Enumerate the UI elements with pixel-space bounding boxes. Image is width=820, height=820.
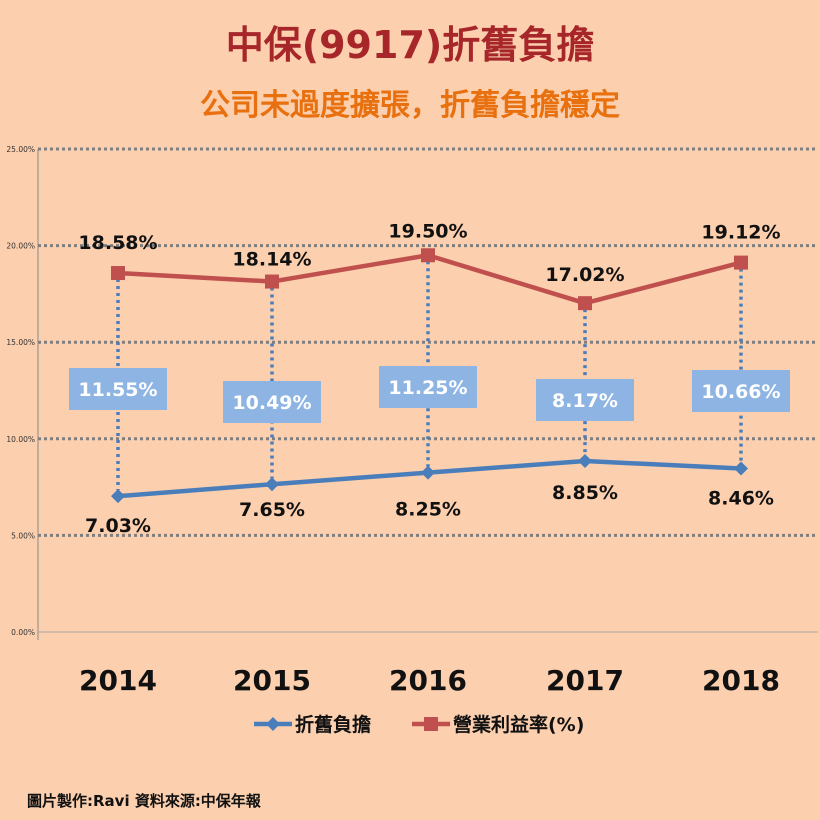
y-tick-label: 20.00% <box>6 242 35 251</box>
marker-operating-margin <box>734 255 748 270</box>
chart-subtitle: 公司未過度擴張，折舊負擔穩定 <box>200 88 620 123</box>
legend-marker-operating-margin <box>424 717 438 731</box>
marker-operating-margin <box>421 248 435 263</box>
y-tick-label: 10.00% <box>6 435 35 444</box>
ratio-label: 11.25% <box>388 377 467 399</box>
footer-credit: 圖片製作:Ravi 資料來源:中保年報 <box>27 792 261 810</box>
ratio-box <box>536 379 634 421</box>
data-label-operating-margin: 17.02% <box>545 264 624 286</box>
y-tick-label: 25.00% <box>6 145 35 154</box>
marker-operating-margin <box>111 266 125 281</box>
x-tick-label: 2018 <box>702 664 780 697</box>
x-tick-label: 2017 <box>546 664 624 697</box>
marker-depreciation <box>265 477 279 492</box>
ratio-box <box>692 370 790 412</box>
legend-label-operating-margin: 營業利益率(%) <box>453 713 584 736</box>
data-label-depreciation: 7.65% <box>239 499 305 521</box>
y-tick-label: 5.00% <box>11 531 35 540</box>
x-tick-label: 2016 <box>389 664 467 697</box>
legend-marker-depreciation <box>266 717 280 731</box>
y-tick-label: 15.00% <box>6 338 35 347</box>
ratio-box <box>379 366 477 408</box>
chart-title: 中保(9917)折舊負擔 <box>225 23 595 67</box>
ratio-label: 10.66% <box>701 381 780 403</box>
ratio-box <box>223 381 321 423</box>
ratio-label: 8.17% <box>552 390 618 412</box>
data-label-depreciation: 8.85% <box>552 482 618 504</box>
ratio-label: 10.49% <box>232 392 311 414</box>
marker-operating-margin <box>265 274 279 289</box>
data-label-operating-margin: 18.14% <box>232 249 311 271</box>
marker-depreciation <box>578 454 592 469</box>
x-tick-label: 2014 <box>79 664 157 697</box>
marker-depreciation <box>421 465 435 480</box>
ratio-label: 11.55% <box>78 379 157 401</box>
ratio-box <box>69 368 167 410</box>
marker-depreciation <box>111 489 125 504</box>
legend-label-depreciation: 折舊負擔 <box>295 713 371 736</box>
data-label-operating-margin: 19.50% <box>388 220 467 242</box>
data-label-depreciation: 8.46% <box>708 488 774 510</box>
y-tick-label: 0.00% <box>11 628 35 637</box>
data-label-depreciation: 7.03% <box>85 515 151 537</box>
x-tick-label: 2015 <box>233 664 311 697</box>
data-label-operating-margin: 18.58% <box>78 232 157 254</box>
marker-depreciation <box>734 461 748 476</box>
data-label-depreciation: 8.25% <box>395 499 461 521</box>
data-label-operating-margin: 19.12% <box>701 222 780 244</box>
marker-operating-margin <box>578 296 592 311</box>
